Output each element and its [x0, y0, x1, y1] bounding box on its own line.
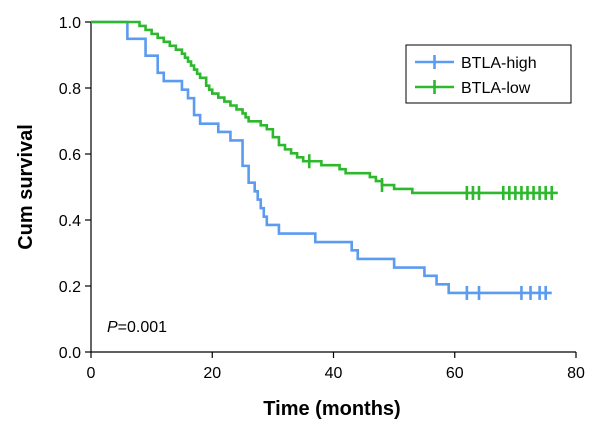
series-line-btla-high [91, 20, 552, 295]
x-tick-label: 80 [567, 365, 585, 382]
series-line-btla-low [91, 20, 558, 195]
x-tick-label: 60 [446, 365, 464, 382]
legend-label-btla-high: BTLA-high [461, 55, 537, 72]
legend: BTLA-high BTLA-low [405, 44, 572, 104]
x-axis-title: Time (months) [263, 398, 400, 420]
axes: 0.0 0.2 0.4 0.6 0.8 1.0 0 20 40 60 80 [59, 15, 585, 382]
y-tick-label: 0.8 [59, 81, 81, 98]
y-tick-label: 0.4 [59, 213, 81, 230]
y-tick-label: 0.2 [59, 279, 81, 296]
p-value-number: =0.001 [118, 319, 167, 336]
p-value-annotation: P=0.001 [107, 319, 167, 336]
series-layer [91, 20, 558, 300]
y-tick-label: 1.0 [59, 15, 81, 32]
legend-label-btla-low: BTLA-low [461, 80, 531, 97]
p-value-symbol: P [107, 319, 118, 336]
x-tick-label: 40 [325, 365, 343, 382]
y-tick-label: 0.0 [59, 345, 81, 362]
x-tick-label: 0 [87, 365, 96, 382]
x-tick-label: 20 [203, 365, 221, 382]
y-tick-label: 0.6 [59, 147, 81, 164]
y-axis-title: Cum survival [15, 124, 37, 250]
